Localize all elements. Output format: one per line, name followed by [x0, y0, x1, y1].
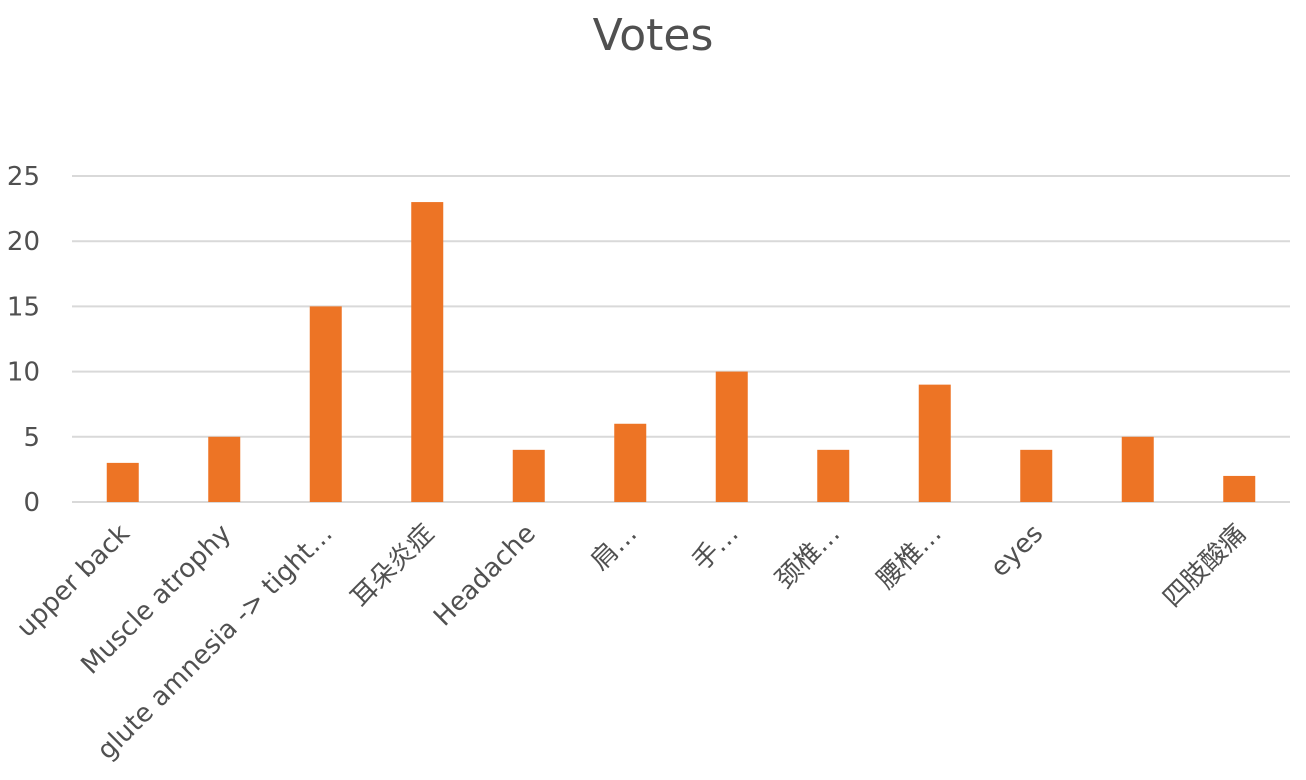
- x-category-label: Headache: [428, 519, 542, 633]
- x-category-label: eyes: [985, 519, 1049, 583]
- y-tick-label: 20: [7, 227, 40, 257]
- bar-9: [918, 384, 951, 502]
- y-tick-label: 10: [7, 358, 40, 388]
- y-tick-label: 25: [7, 162, 40, 192]
- gridlines: [72, 175, 1290, 503]
- x-category-label: 四肢酸痛: [1157, 519, 1252, 614]
- bar-12: [1223, 475, 1256, 502]
- x-category-label: 腰椎…: [871, 519, 947, 595]
- bar-1: [106, 462, 139, 502]
- bar-11: [1121, 436, 1154, 502]
- x-category-label: 手…: [687, 519, 745, 577]
- y-tick-label: 0: [23, 488, 40, 518]
- bar-2: [208, 436, 241, 502]
- y-tick-label: 15: [7, 292, 40, 322]
- bar-8: [817, 449, 850, 502]
- bar-6: [614, 423, 647, 502]
- y-tick-label: 5: [23, 423, 40, 453]
- bar-10: [1020, 449, 1053, 502]
- bar-3: [309, 306, 342, 502]
- x-category-label: 颈椎…: [770, 519, 846, 595]
- bar-4: [411, 202, 444, 502]
- bars: [106, 202, 1256, 502]
- x-category-label: 肩…: [585, 519, 643, 577]
- y-axis-tick-labels: 0 5 10 15 20 25: [7, 162, 40, 518]
- chart-title: Votes: [593, 10, 714, 61]
- bar-5: [512, 449, 545, 502]
- x-category-label: 耳朵炎症: [345, 519, 440, 614]
- bar-7: [715, 371, 748, 502]
